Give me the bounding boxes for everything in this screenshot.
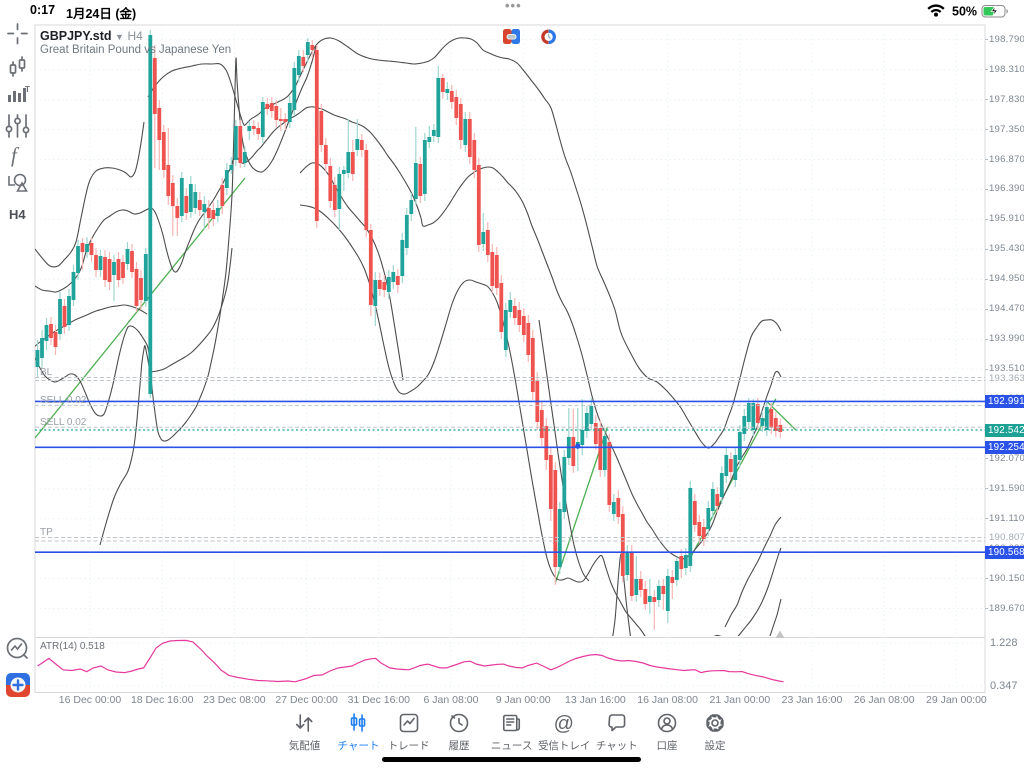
svg-text:TP: TP — [40, 527, 53, 538]
svg-text:SELL 0.02: SELL 0.02 — [40, 395, 87, 406]
svg-text:T: T — [25, 85, 30, 94]
svg-text:BL: BL — [40, 367, 53, 378]
svg-text:H4: H4 — [9, 207, 26, 222]
svg-text:f: f — [11, 143, 20, 167]
svg-text:50%: 50% — [952, 5, 977, 19]
svg-text:@: @ — [554, 713, 574, 735]
svg-text:SELL 0.02: SELL 0.02 — [40, 417, 87, 428]
